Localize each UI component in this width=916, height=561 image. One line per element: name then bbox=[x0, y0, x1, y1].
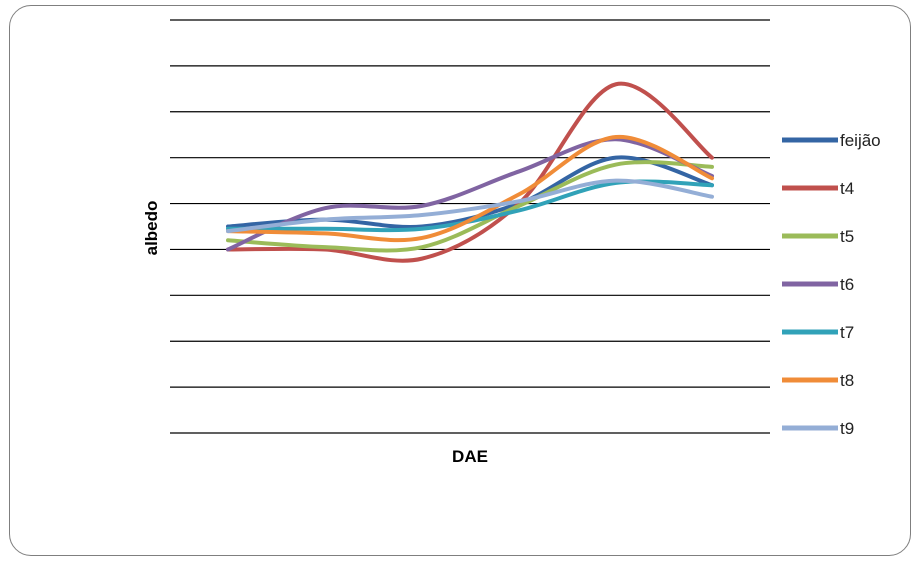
series-line-t9 bbox=[226, 178, 714, 234]
legend-label-t8: t8 bbox=[840, 371, 854, 390]
chart-frame bbox=[9, 5, 911, 556]
legend-label-t6: t6 bbox=[840, 275, 854, 294]
legend-label-t4: t4 bbox=[840, 179, 854, 198]
series-line-t8 bbox=[226, 135, 714, 243]
x-axis-label: DAE bbox=[452, 447, 488, 466]
series-lines bbox=[226, 81, 714, 263]
legend-label-feijão: feijão bbox=[840, 131, 881, 150]
series-line-t5 bbox=[226, 160, 714, 253]
legend-label-t5: t5 bbox=[840, 227, 854, 246]
legend-label-t7: t7 bbox=[840, 323, 854, 342]
legend: feijão t4 t5 t6 t7 t8 t9 bbox=[782, 131, 881, 438]
series-line-t6 bbox=[226, 137, 714, 252]
y-axis-label: albedo bbox=[142, 201, 161, 256]
series-line-t4 bbox=[226, 81, 714, 263]
legend-label-t9: t9 bbox=[840, 419, 854, 438]
